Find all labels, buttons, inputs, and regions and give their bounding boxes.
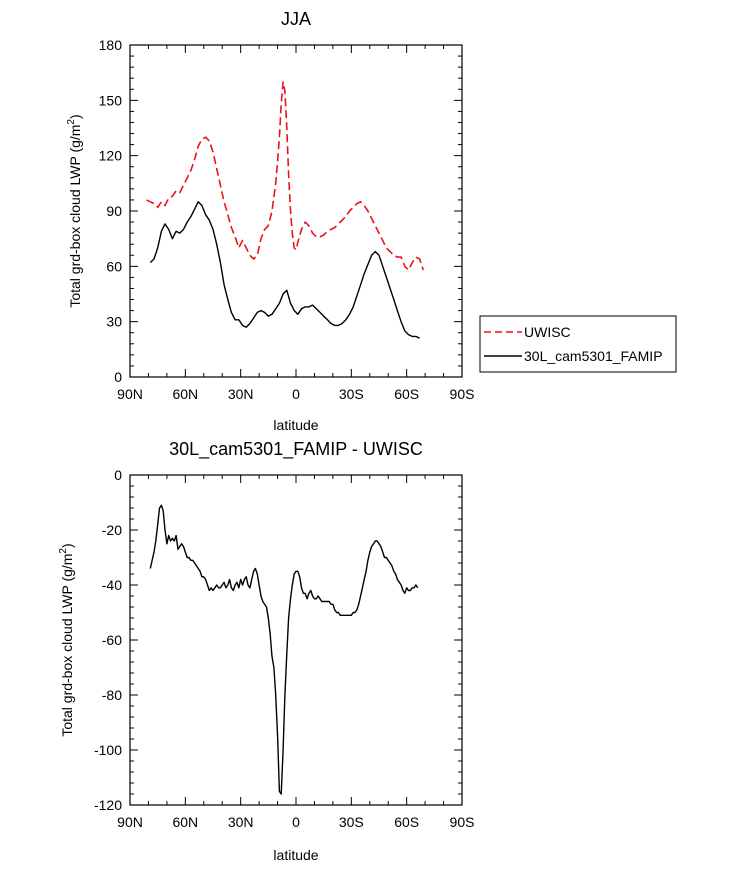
x-tick-label: 90S [450,814,475,830]
y-axis-label-tail: ) [67,114,83,119]
y-tick-label: -20 [102,522,122,538]
x-tick-label: 60S [394,814,419,830]
legend: UWISC 30L_cam5301_FAMIP [479,315,677,373]
x-tick-label: 60N [172,814,198,830]
x-tick-label: 30N [228,814,254,830]
x-tick-label: 0 [292,814,300,830]
y-tick-label: -80 [102,687,122,703]
x-axis-label: latitude [273,417,318,433]
y-axis-label-main: Total grd-box cloud LWP (g/m [59,554,75,737]
x-tick-label: 30N [228,386,254,402]
x-tick-label: 90N [117,814,143,830]
y-tick-label: 0 [114,467,122,483]
x-tick-label: 90S [450,386,475,402]
series-line-2 [149,201,420,339]
plot-frame [129,44,463,378]
legend-label: UWISC [524,324,571,340]
x-axis-label: latitude [273,847,318,863]
y-tick-label: 30 [106,314,122,330]
series-line-1 [146,81,425,271]
x-tick-label: 90N [117,386,143,402]
y-axis-label-tail: ) [59,543,75,548]
chart-title: 30L_cam5301_FAMIP - UWISC [169,439,423,460]
legend-box [479,315,677,373]
y-axis-label: Total grd-box cloud LWP (g/m2) [66,114,83,307]
y-tick-label: 60 [106,258,122,274]
x-tick-label: 60N [172,386,198,402]
y-tick-label: -120 [94,797,122,813]
y-tick-label: 0 [114,369,122,385]
y-tick-label: 180 [99,37,123,53]
y-tick-label: -60 [102,632,122,648]
x-tick-label: 30S [339,814,364,830]
y-axis-label-sup: 2 [66,119,77,125]
x-tick-label: 30S [339,386,364,402]
y-axis-label: Total grd-box cloud LWP (g/m2) [58,543,75,736]
chart-1: JJA 90N 60N 30N 0 30S 60S 90S 0 30 60 90 120 150 180 la… [66,9,677,433]
y-tick-label: 120 [99,148,123,164]
plot-frame [129,474,463,806]
series-line-1 [149,504,419,795]
chart-2: 30L_cam5301_FAMIP - UWISC 90N 60N 30N 0 30S 60… [58,439,474,863]
y-axis-label-main: Total grd-box cloud LWP (g/m [67,125,83,308]
x-tick-label: 60S [394,386,419,402]
chart-title: JJA [281,9,311,29]
y-tick-label: 150 [99,92,123,108]
x-tick-label: 0 [292,386,300,402]
y-axis-label-sup: 2 [58,548,69,554]
y-tick-label: -100 [94,742,122,758]
y-tick-label: 90 [106,203,122,219]
y-tick-label: -40 [102,577,122,593]
legend-label: 30L_cam5301_FAMIP [524,348,663,364]
